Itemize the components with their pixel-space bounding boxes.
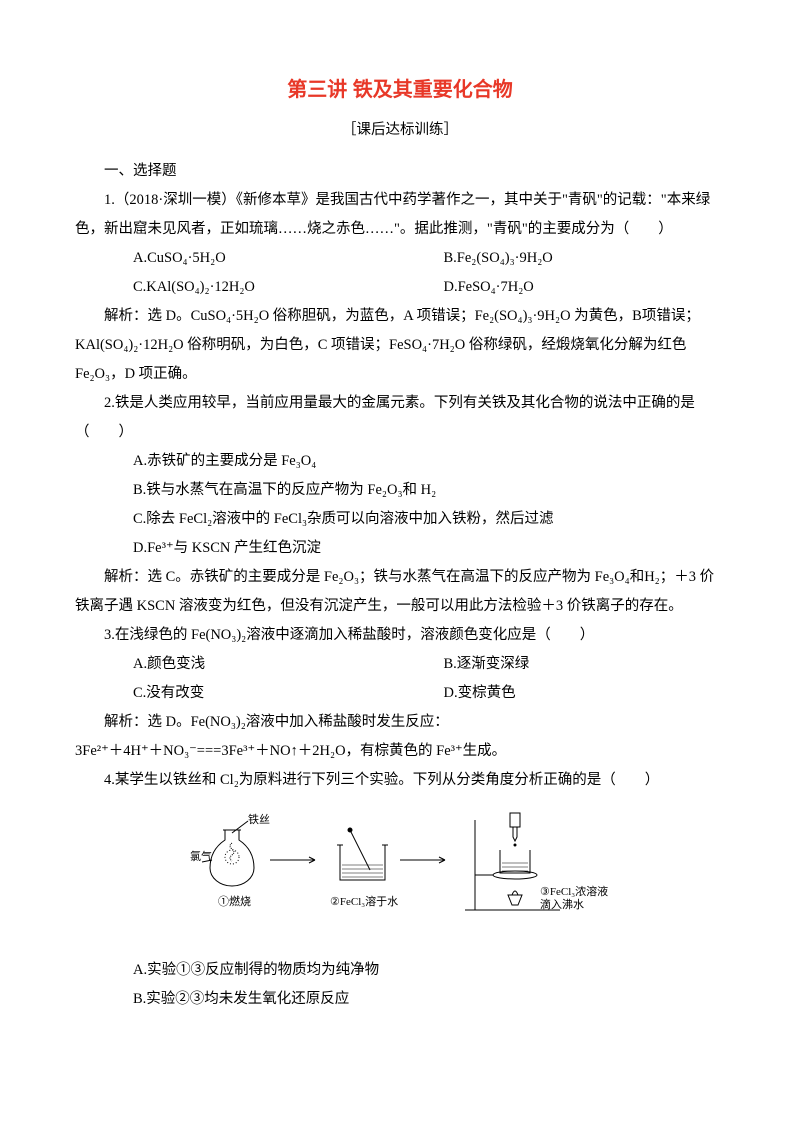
q1-answer: 解析：选 D。CuSO₄·5H₂O 俗称胆矾，为蓝色，A 项错误；Fe₂(SO₄…	[75, 302, 725, 389]
q1-stem: 1.（2018·深圳一模）《新修本草》是我国古代中药学著作之一，其中关于"青矾"…	[75, 186, 725, 244]
q4-optA: A.实验①③反应制得的物质均为纯净物	[104, 956, 725, 985]
section-heading: 一、选择题	[75, 157, 725, 186]
q3-eq-mid: ₃⁻	[184, 743, 197, 759]
label-step3b: 滴入沸水	[540, 897, 584, 911]
q3-eq-post: 3Fe³⁺＋NO↑＋2H₂O，有棕黄色的 Fe³⁺生成。	[221, 743, 506, 759]
q1-options: A.CuSO₄·5H₂O B.Fe₂(SO₄)₃·9H₂O C.KAl(SO₄)…	[75, 244, 725, 302]
q2-optB: B.铁与水蒸气在高温下的反应产物为 Fe₂O₃和 H₂	[104, 476, 725, 505]
q4-options: A.实验①③反应制得的物质均为纯净物 B.实验②③均未发生氧化还原反应	[75, 956, 725, 1014]
q1-optC: C.KAl(SO₄)₂·12H₂O	[104, 273, 415, 302]
q3-optA: A.颜色变浅	[104, 650, 415, 679]
q3-eq-eq: ===	[197, 743, 222, 759]
q1-optD: D.FeSO₄·7H₂O	[415, 273, 726, 302]
q2-stem: 2.铁是人类应用较早，当前应用量最大的金属元素。下列有关铁及其化合物的说法中正确…	[75, 389, 725, 447]
q2-optC: C.除去 FeCl₂溶液中的 FeCl₃杂质可以向溶液中加入铁粉，然后过滤	[104, 505, 725, 534]
q4-optB: B.实验②③均未发生氧化还原反应	[104, 985, 725, 1014]
q2-answer: 解析：选 C。赤铁矿的主要成分是 Fe₂O₃；铁与水蒸气在高温下的反应产物为 F…	[75, 563, 725, 621]
label-step2: ②FeCl₃溶于水	[330, 894, 398, 908]
label-step1: ①燃烧	[218, 894, 251, 908]
q3-optB: B.逐渐变深绿	[415, 650, 726, 679]
q4-stem: 4.某学生以铁丝和 Cl₂为原料进行下列三个实验。下列从分类角度分析正确的是（ …	[75, 766, 725, 795]
q3-answer-eq: 3Fe²⁺＋4H⁺＋NO₃⁻===3Fe³⁺＋NO↑＋2H₂O，有棕黄色的 Fe…	[75, 737, 725, 766]
q2-options: A.赤铁矿的主要成分是 Fe₃O₄ B.铁与水蒸气在高温下的反应产物为 Fe₂O…	[75, 447, 725, 563]
experiment-diagram: 铁丝 氯气 ①燃烧 ②FeCl₃溶于水	[75, 805, 725, 946]
q3-optC: C.没有改变	[104, 679, 415, 708]
q3-stem: 3.在浅绿色的 Fe(NO₃)₂溶液中逐滴加入稀盐酸时，溶液颜色变化应是（ ）	[75, 621, 725, 650]
page-subtitle: ［课后达标训练］	[75, 116, 725, 145]
q3-eq-pre: 3Fe²⁺＋4H⁺＋NO	[75, 743, 184, 759]
q1-optA: A.CuSO₄·5H₂O	[104, 244, 415, 273]
page-title: 第三讲 铁及其重要化合物	[75, 70, 725, 110]
label-step3: ③FeCl₃浓溶液	[540, 884, 608, 898]
q1-optB: B.Fe₂(SO₄)₃·9H₂O	[415, 244, 726, 273]
q3-options: A.颜色变浅 B.逐渐变深绿 C.没有改变 D.变棕黄色	[75, 650, 725, 708]
q3-optD: D.变棕黄色	[415, 679, 726, 708]
label-wire: 铁丝	[248, 813, 270, 826]
q2-optA: A.赤铁矿的主要成分是 Fe₃O₄	[104, 447, 725, 476]
q2-optD: D.Fe³⁺与 KSCN 产生红色沉淀	[104, 534, 725, 563]
q3-answer: 解析：选 D。Fe(NO₃)₂溶液中加入稀盐酸时发生反应：	[75, 708, 725, 737]
